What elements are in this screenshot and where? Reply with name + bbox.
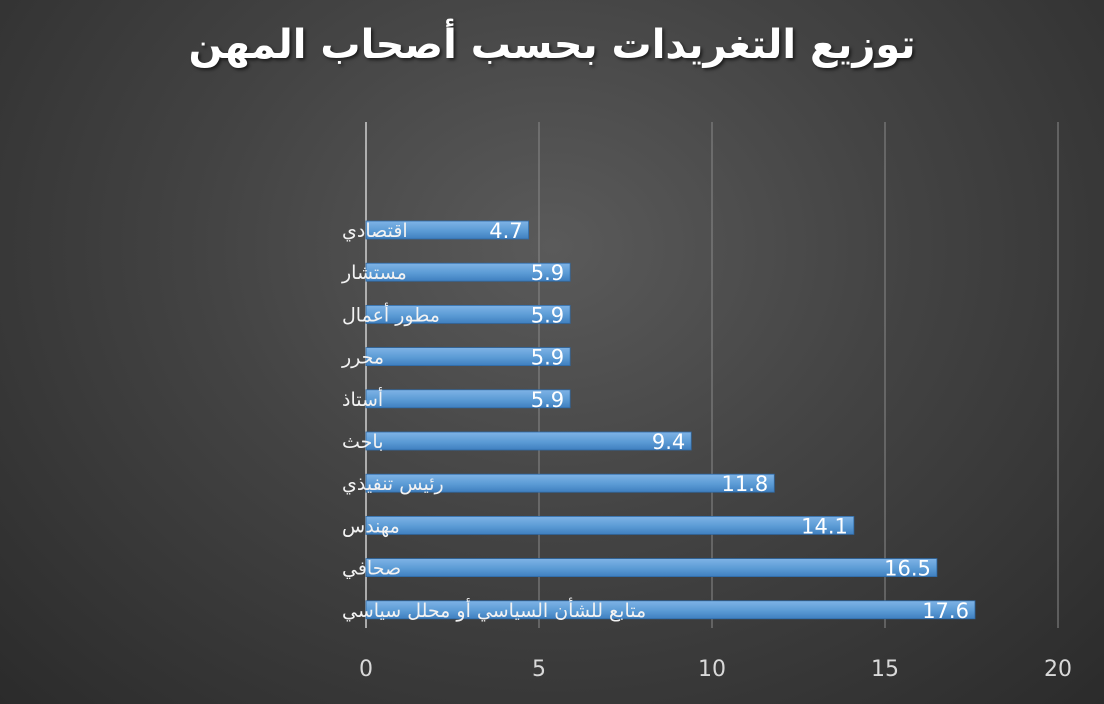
bar bbox=[365, 304, 571, 324]
data-label: 5.9 bbox=[531, 388, 564, 412]
bar bbox=[365, 347, 571, 367]
category-label: صحافي bbox=[342, 558, 401, 580]
bar bbox=[365, 431, 692, 451]
bar bbox=[365, 220, 530, 240]
bar bbox=[365, 558, 938, 577]
bar bbox=[365, 600, 976, 620]
category-label: متابع للشأن السياسي أو محلل سياسي bbox=[342, 597, 646, 622]
bar bbox=[365, 516, 855, 535]
bar bbox=[365, 262, 571, 282]
data-label: 14.1 bbox=[801, 514, 848, 538]
category-label: مستشار bbox=[341, 262, 407, 284]
category-label: محرر bbox=[341, 347, 384, 369]
x-tick-label: 15 bbox=[871, 657, 899, 682]
category-label: اقتصادي bbox=[342, 220, 408, 242]
data-label: 11.8 bbox=[722, 472, 769, 496]
data-label: 16.5 bbox=[884, 557, 931, 581]
data-label: 5.9 bbox=[531, 346, 564, 370]
data-label: 5.9 bbox=[531, 261, 564, 285]
category-label: مهندس bbox=[342, 515, 400, 537]
data-label: 9.4 bbox=[652, 430, 685, 454]
x-tick-label: 10 bbox=[698, 657, 726, 682]
data-label: 17.6 bbox=[922, 599, 969, 623]
chart-title: توزيع التغريدات بحسب أصحاب المهن bbox=[188, 22, 916, 68]
x-tick-label: 0 bbox=[359, 657, 373, 682]
category-label: باحث bbox=[342, 431, 383, 453]
bar bbox=[365, 389, 571, 409]
category-label: رئيس تنفيذي bbox=[342, 473, 444, 495]
category-label: أستاذ bbox=[342, 387, 383, 411]
data-label: 4.7 bbox=[489, 219, 522, 243]
x-tick-label: 20 bbox=[1044, 657, 1072, 682]
category-label: مطور أعمال bbox=[342, 302, 440, 326]
bar bbox=[365, 473, 775, 493]
data-label: 5.9 bbox=[531, 303, 564, 327]
x-tick-label: 5 bbox=[532, 657, 546, 682]
